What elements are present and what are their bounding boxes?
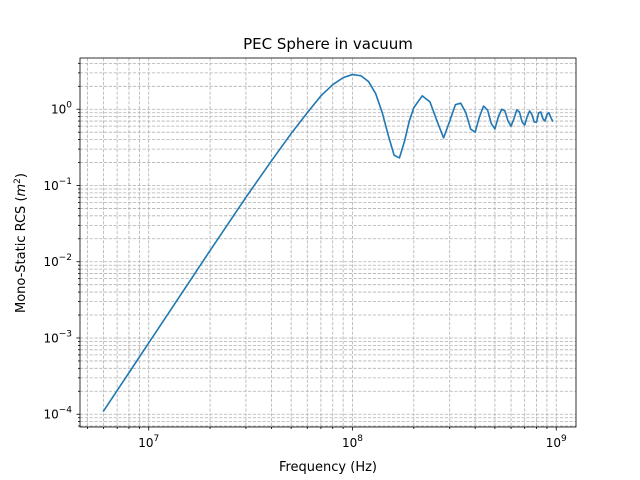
y-axis-label-exponent: 2 (13, 178, 23, 184)
y-tick-base: 10 (43, 331, 58, 345)
grid-lines (80, 58, 576, 427)
x-tick-base: 10 (342, 436, 357, 450)
y-tick-label: 10−4 (43, 406, 72, 422)
y-tick-exponent: −4 (59, 406, 73, 416)
chart-title: PEC Sphere in vacuum (243, 35, 413, 53)
y-tick-label: 10−1 (43, 177, 72, 193)
y-tick-exponent: −3 (59, 329, 72, 339)
series-line-0 (102, 73, 554, 412)
y-tick-base: 10 (43, 179, 58, 193)
y-tick-label: 10−2 (43, 253, 72, 269)
y-tick-exponent: −2 (59, 253, 72, 263)
series-layer (102, 73, 554, 412)
y-axis-label-unit: m (14, 184, 29, 197)
y-tick-exponent: −1 (59, 177, 72, 187)
y-tick-label: 10−3 (43, 329, 72, 345)
x-tick-exponent: 8 (357, 434, 363, 444)
y-tick-base: 10 (43, 408, 58, 422)
x-tick-label: 108 (342, 434, 363, 450)
y-axis-label: Mono-Static RCS (m2) (13, 173, 29, 313)
y-tick-exponent: 0 (66, 101, 72, 111)
x-tick-exponent: 7 (153, 434, 159, 444)
x-tick-exponent: 9 (561, 434, 567, 444)
plot-frame (79, 57, 577, 428)
y-axis-label-prefix: Mono-Static RCS ( (14, 196, 29, 313)
y-tick-label: 100 (51, 101, 72, 117)
y-tick-base: 10 (43, 255, 58, 269)
y-tick-base: 10 (51, 103, 66, 117)
x-tick-base: 10 (138, 436, 153, 450)
x-axis-label: Frequency (Hz) (279, 460, 377, 475)
x-tick-label: 109 (546, 434, 567, 450)
x-tick-label: 107 (138, 434, 159, 450)
x-tick-base: 10 (546, 436, 561, 450)
tick-marks (76, 62, 557, 431)
y-axis-label-suffix: ) (14, 173, 29, 178)
